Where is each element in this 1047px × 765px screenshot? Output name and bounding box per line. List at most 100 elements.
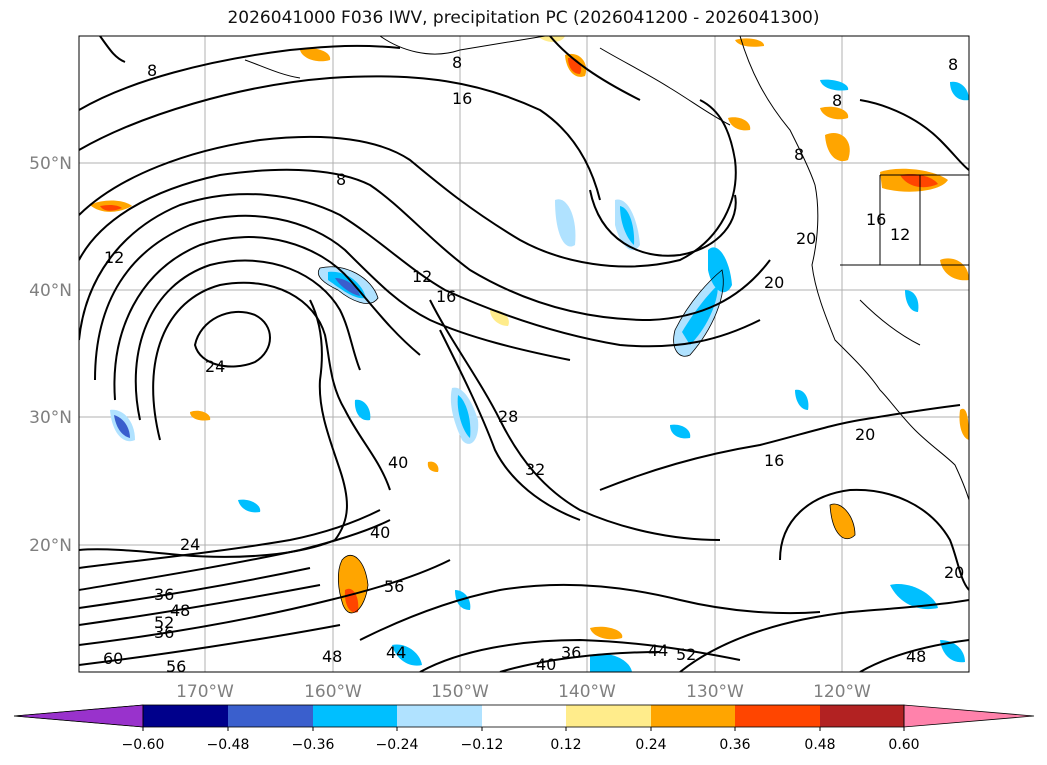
contour-label: 8 (336, 170, 346, 189)
contour-label: 16 (764, 451, 784, 470)
precip-pos-blob (825, 132, 850, 162)
precip-pos-blob (959, 408, 969, 440)
precip-neg-blob (238, 499, 261, 513)
precip-neg-blob (457, 395, 471, 438)
colorbar-right-extension (904, 705, 1034, 727)
colorbar-tick-label: 0.12 (550, 737, 581, 753)
contour-label: 24 (180, 535, 200, 554)
colorbar-segment (397, 705, 482, 727)
precip-neg-blob (555, 199, 576, 247)
contour-label: 40 (536, 655, 556, 674)
colorbar-tick-label: 0.48 (804, 737, 835, 753)
contour-label: 56 (166, 657, 186, 676)
precip-neg-blob (905, 290, 919, 312)
colorbar-tick-label: −0.48 (207, 737, 250, 753)
precip-neg-blob (335, 278, 360, 296)
contour-label: 40 (370, 523, 390, 542)
map-title: 2026041000 F036 IWV, precipitation PC (2… (227, 8, 820, 28)
lon-label: 140°W (558, 682, 616, 702)
precip-pos-blob (190, 410, 211, 421)
colorbar-segment (566, 705, 651, 727)
contour-label: 36 (561, 643, 581, 662)
colorbar-segment (313, 705, 397, 727)
contour-label: 20 (796, 229, 816, 248)
precip-pos-blob (900, 174, 938, 188)
precip-pos-blob (300, 48, 331, 62)
lat-label: 20°N (29, 536, 72, 556)
precip-neg-blob (940, 640, 965, 663)
contour-label: 48 (322, 647, 342, 666)
contour-label: 56 (384, 577, 404, 596)
contour-label: 12 (104, 248, 124, 267)
precip-neg-blob (890, 584, 938, 610)
colorbar-segment (735, 705, 820, 727)
contour-label: 48 (906, 647, 926, 666)
lat-label: 50°N (29, 154, 72, 174)
precip-pos-blob (347, 559, 361, 580)
contour-label: 44 (648, 641, 668, 660)
contour-label: 40 (388, 453, 408, 472)
contour-label: 48 (170, 601, 190, 620)
precip-pos-blob (590, 626, 623, 640)
precip-neg-blob (820, 79, 849, 91)
contour-label: 8 (832, 91, 842, 110)
contour-label: 12 (412, 267, 432, 286)
contour-label: 8 (147, 61, 157, 80)
precip-pos-blob (940, 258, 969, 281)
colorbar-segment (820, 705, 904, 727)
colorbar-tick-label: −0.60 (122, 737, 165, 753)
contour-label: 32 (525, 460, 545, 479)
colorbar-tick-labels: −0.60 −0.48 −0.36 −0.24 −0.12 0.12 0.24 … (122, 737, 920, 753)
colorbar: −0.60 −0.48 −0.36 −0.24 −0.12 0.12 0.24 … (13, 704, 1035, 753)
lon-label: 160°W (304, 682, 362, 702)
precip-pos-blob (100, 204, 122, 211)
latitude-labels: 50°N 40°N 30°N 20°N (29, 154, 72, 556)
precip-neg-blob (795, 389, 809, 410)
colorbar-tick-label: −0.12 (461, 737, 504, 753)
contour-label: 52 (154, 613, 174, 632)
precip-neg-blob (682, 285, 718, 345)
precip-pos-blob (427, 461, 439, 472)
contour-labels: 8 8 16 8 12 12 16 24 28 32 40 40 24 36 4… (103, 53, 964, 676)
colorbar-segment (482, 705, 566, 727)
longitude-labels: 170°W 160°W 150°W 140°W 130°W 120°W (176, 682, 871, 702)
contour-label: 8 (948, 55, 958, 74)
map-frame (78, 35, 970, 673)
contour-label: 52 (676, 645, 696, 664)
contour-label: 8 (794, 145, 804, 164)
precip-neg-blob (670, 424, 691, 439)
colorbar-ticks (142, 727, 905, 731)
lon-label: 170°W (176, 682, 234, 702)
precip-neg-blob (354, 399, 371, 421)
colorbar-segment (651, 705, 735, 727)
colorbar-segment (143, 705, 228, 727)
precip-neg-blob (392, 644, 422, 666)
contour-label: 20 (764, 273, 784, 292)
lon-label: 120°W (813, 682, 871, 702)
colorbar-tick-label: 0.60 (888, 737, 919, 753)
colorbar-tick-label: −0.36 (292, 737, 335, 753)
contour-label: 20 (944, 563, 964, 582)
precip-pos-blob (820, 106, 849, 120)
lon-label: 150°W (431, 682, 489, 702)
iwv-contours (79, 36, 969, 672)
precip-neg-blob (708, 247, 732, 293)
coastlines (244, 36, 969, 501)
contour-label: 16 (436, 287, 456, 306)
colorbar-segment (228, 705, 313, 727)
contour-label: 28 (498, 407, 518, 426)
precip-neg-blob (620, 206, 635, 245)
contour-label: 36 (154, 585, 174, 604)
contour-label: 20 (855, 425, 875, 444)
lon-label: 130°W (686, 682, 744, 702)
map-background (79, 36, 969, 672)
contour-label: 16 (452, 89, 472, 108)
precip-neg-blob (114, 415, 130, 438)
precip-neg-blob (950, 81, 969, 101)
colorbar-tick-label: 0.36 (719, 737, 750, 753)
gridlines (79, 36, 969, 672)
contour-label: 60 (103, 649, 123, 668)
colorbar-tick-label: −0.24 (376, 737, 419, 753)
colorbar-tick-label: 0.24 (635, 737, 666, 753)
